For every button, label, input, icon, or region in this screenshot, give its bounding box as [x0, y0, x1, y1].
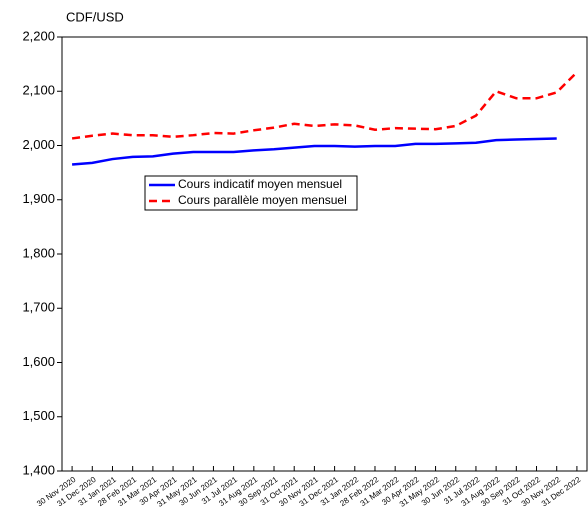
- y-tick-label: 1,500: [22, 408, 55, 423]
- y-tick-label: 1,800: [22, 245, 55, 260]
- series-line: [71, 137, 557, 166]
- plot-frame: [61, 36, 588, 472]
- legend-label: Cours indicatif moyen mensuel: [178, 177, 342, 191]
- legend-box: [144, 175, 358, 211]
- y-tick-label: 1,400: [22, 462, 55, 477]
- legend-label: Cours parallèle moyen mensuel: [178, 193, 347, 207]
- y-tick-label: 2,000: [22, 137, 55, 152]
- y-axis-label: CDF/USD: [66, 9, 124, 24]
- series-line: [71, 71, 578, 140]
- y-tick-label: 1,700: [22, 300, 55, 315]
- y-tick-label: 2,100: [22, 83, 55, 98]
- y-tick-label: 2,200: [22, 28, 55, 43]
- y-tick-label: 1,900: [22, 191, 55, 206]
- y-tick-label: 1,600: [22, 354, 55, 369]
